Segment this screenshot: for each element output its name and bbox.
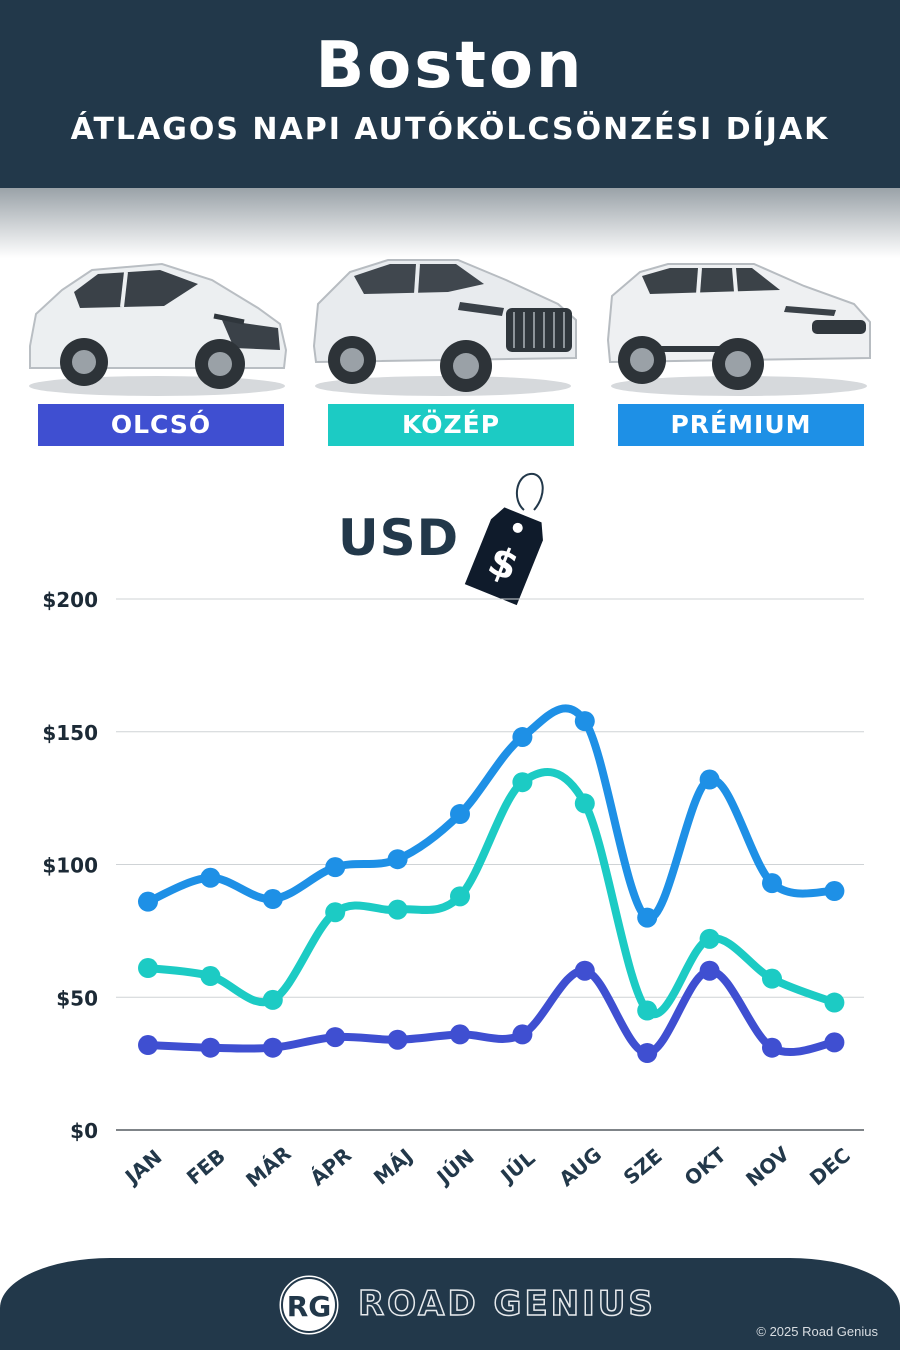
x-tick-label: AUG bbox=[554, 1142, 606, 1191]
copyright-text: © 2025 Road Genius bbox=[756, 1324, 878, 1339]
data-point-kzp bbox=[387, 899, 408, 920]
page-subtitle: ÁTLAGOS NAPI AUTÓKÖLCSÖNZÉSI DÍJAK bbox=[70, 112, 830, 147]
series-line-olcs bbox=[144, 966, 839, 1058]
data-point-prmium bbox=[262, 889, 283, 910]
data-point-kzp bbox=[450, 886, 470, 907]
header-shadow bbox=[0, 188, 900, 258]
data-point-prmium bbox=[138, 891, 158, 912]
data-point-prmium bbox=[637, 907, 658, 928]
data-point-prmium bbox=[387, 849, 408, 870]
data-point-olcs bbox=[574, 960, 595, 981]
premium-suv-image bbox=[604, 250, 874, 400]
y-tick-label: $100 bbox=[42, 854, 98, 878]
data-point-kzp bbox=[699, 928, 720, 949]
data-point-kzp bbox=[138, 958, 158, 979]
data-point-prmium bbox=[512, 727, 533, 748]
data-point-prmium bbox=[200, 867, 221, 888]
data-point-prmium bbox=[325, 857, 346, 878]
road-genius-logo-icon: RG bbox=[276, 1272, 342, 1338]
data-point-prmium bbox=[574, 711, 595, 732]
data-point-olcs bbox=[138, 1035, 158, 1056]
data-point-kzp bbox=[824, 992, 845, 1013]
data-point-olcs bbox=[637, 1043, 658, 1064]
data-point-kzp bbox=[262, 989, 283, 1010]
data-point-olcs bbox=[450, 1024, 470, 1045]
currency-label: USD bbox=[338, 509, 460, 567]
data-point-kzp bbox=[574, 793, 595, 814]
y-tick-label: $50 bbox=[56, 986, 98, 1010]
data-point-prmium bbox=[699, 769, 720, 790]
data-point-kzp bbox=[325, 902, 346, 923]
data-point-kzp bbox=[762, 968, 782, 989]
data-point-prmium bbox=[824, 881, 845, 902]
category-label-midsize: KÖZÉP bbox=[328, 404, 574, 446]
x-tick-label: MÁR bbox=[241, 1141, 295, 1192]
x-tick-label: SZE bbox=[619, 1144, 667, 1190]
brand-name: ROAD GENIUS bbox=[357, 1283, 656, 1325]
midsize-suv-image bbox=[308, 250, 578, 400]
data-point-olcs bbox=[262, 1037, 283, 1058]
economy-car-image bbox=[22, 250, 292, 400]
data-point-olcs bbox=[762, 1037, 782, 1058]
price-tag-icon: $ bbox=[464, 472, 544, 606]
x-tick-label: JÚL bbox=[495, 1146, 540, 1189]
data-point-prmium bbox=[450, 804, 470, 825]
x-tick-label: DEC bbox=[805, 1143, 855, 1190]
x-tick-label: NOV bbox=[741, 1141, 794, 1191]
x-tick-label: FEB bbox=[182, 1144, 230, 1190]
data-point-kzp bbox=[200, 966, 221, 987]
data-point-olcs bbox=[824, 1032, 845, 1053]
category-label-premium: PRÉMIUM bbox=[618, 404, 864, 446]
x-tick-label: MÁJ bbox=[369, 1144, 417, 1190]
data-point-kzp bbox=[637, 1000, 658, 1021]
page-title: Boston bbox=[315, 29, 585, 103]
data-point-kzp bbox=[512, 772, 533, 793]
x-tick-label: ÁPR bbox=[306, 1143, 356, 1191]
x-tick-label: JAN bbox=[119, 1145, 166, 1190]
series-line-prmium bbox=[144, 704, 839, 922]
y-tick-label: $150 bbox=[42, 721, 98, 745]
data-point-olcs bbox=[325, 1027, 346, 1048]
rental-price-line-chart: $0 $50 $100 $150 $200 JAN FEB MÁR ÁPR MÁJ JÚN JÚL AU… bbox=[42, 588, 864, 1192]
data-point-olcs bbox=[200, 1037, 221, 1058]
category-label-economy: OLCSÓ bbox=[38, 404, 284, 446]
data-point-olcs bbox=[387, 1029, 408, 1050]
data-point-olcs bbox=[699, 960, 720, 981]
x-tick-label: OKT bbox=[680, 1142, 731, 1190]
x-tick-label: JÚN bbox=[431, 1144, 479, 1190]
data-point-olcs bbox=[512, 1024, 533, 1045]
data-point-prmium bbox=[762, 873, 782, 894]
logo-text: RG bbox=[287, 1290, 332, 1323]
footer-banner bbox=[0, 1258, 900, 1350]
y-tick-label: $200 bbox=[42, 588, 98, 612]
header-banner: Boston ÁTLAGOS NAPI AUTÓKÖLCSÖNZÉSI DÍJA… bbox=[0, 0, 900, 188]
y-tick-label: $0 bbox=[70, 1119, 98, 1143]
